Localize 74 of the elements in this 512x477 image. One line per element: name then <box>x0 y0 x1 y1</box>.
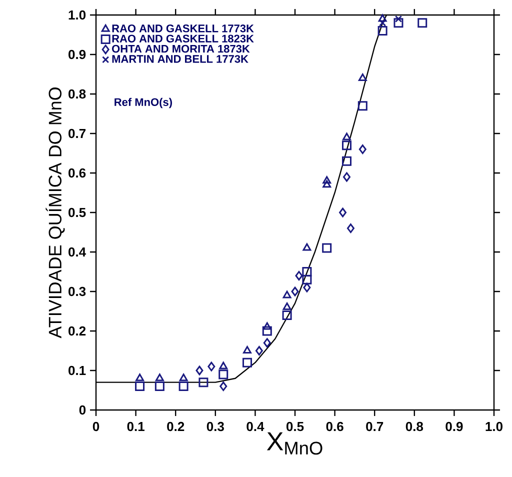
point <box>358 144 366 154</box>
point <box>342 140 352 150</box>
legend-label: OHTA AND MORITA 1873K <box>112 44 250 53</box>
x-tick-label: 0.1 <box>127 422 144 432</box>
point <box>219 362 228 370</box>
x-tick-label: 0.7 <box>366 422 384 432</box>
x-tick-label: 1.0 <box>486 422 502 432</box>
point <box>322 176 332 184</box>
legend-label: MARTIN AND BELL 1773K <box>112 55 248 63</box>
point <box>378 14 387 22</box>
point <box>155 374 164 382</box>
x-tick-label: 0.4 <box>246 422 264 432</box>
point <box>282 290 292 298</box>
x-tick-label: 0.2 <box>167 422 184 432</box>
point <box>342 156 352 166</box>
y-tick-label: 0.7 <box>68 128 86 138</box>
point <box>302 274 312 284</box>
legend-label: RAO AND GASKELL 1823K <box>112 34 254 43</box>
point <box>291 286 299 296</box>
point <box>358 101 368 111</box>
y-tick-label: 0 <box>79 405 86 415</box>
point <box>303 282 311 292</box>
point <box>178 382 188 392</box>
point <box>339 208 347 218</box>
x-tick-label: 0.8 <box>406 422 424 432</box>
point <box>378 19 386 26</box>
point <box>218 370 228 380</box>
x-axis-title: X$_{MnO}$ <box>266 432 322 455</box>
x-tick-label: 0.9 <box>446 422 463 432</box>
y-tick-label: 0.1 <box>68 366 86 376</box>
point <box>342 172 350 182</box>
point <box>154 382 164 392</box>
point <box>418 18 428 28</box>
point <box>243 346 252 354</box>
point <box>179 374 188 382</box>
point <box>255 346 263 356</box>
point <box>208 362 216 372</box>
point <box>394 15 402 23</box>
x-tick-label: 0 <box>92 422 100 432</box>
point <box>342 132 351 140</box>
point <box>262 326 272 336</box>
y-tick-label: 0.5 <box>68 208 86 218</box>
point <box>220 382 228 392</box>
y-tick-label: 0.6 <box>68 168 86 178</box>
point <box>322 180 332 188</box>
point <box>302 243 312 251</box>
point <box>135 382 145 392</box>
point <box>394 18 404 28</box>
y-tick-label: 0.3 <box>68 286 86 296</box>
point <box>346 224 354 234</box>
point <box>282 302 292 310</box>
y-tick-label: 0.4 <box>68 247 86 257</box>
point <box>358 73 367 81</box>
y-tick-label: 0.9 <box>68 50 86 60</box>
point <box>322 243 332 253</box>
point <box>282 310 292 320</box>
point <box>196 366 204 376</box>
point <box>295 270 303 280</box>
point <box>262 322 272 330</box>
y-tick-label: 0.2 <box>68 326 86 336</box>
point <box>263 338 271 348</box>
legend-label: RAO AND GASKELL 1773K <box>112 24 254 32</box>
y-axis-title: ATIVIDADE QUÍMICA DO MnO <box>46 88 65 338</box>
y-tick-label: 0.8 <box>68 89 86 99</box>
point <box>198 378 208 388</box>
point <box>242 358 252 368</box>
y-tick-label: 1.0 <box>68 10 86 20</box>
x-tick-label: 0.5 <box>286 422 304 432</box>
x-tick-label: 0.6 <box>326 422 344 432</box>
point <box>136 374 144 382</box>
point <box>378 26 388 36</box>
point <box>302 266 312 276</box>
x-tick-label: 0.3 <box>206 422 224 432</box>
annotation: Ref MnO(s) <box>114 98 172 108</box>
